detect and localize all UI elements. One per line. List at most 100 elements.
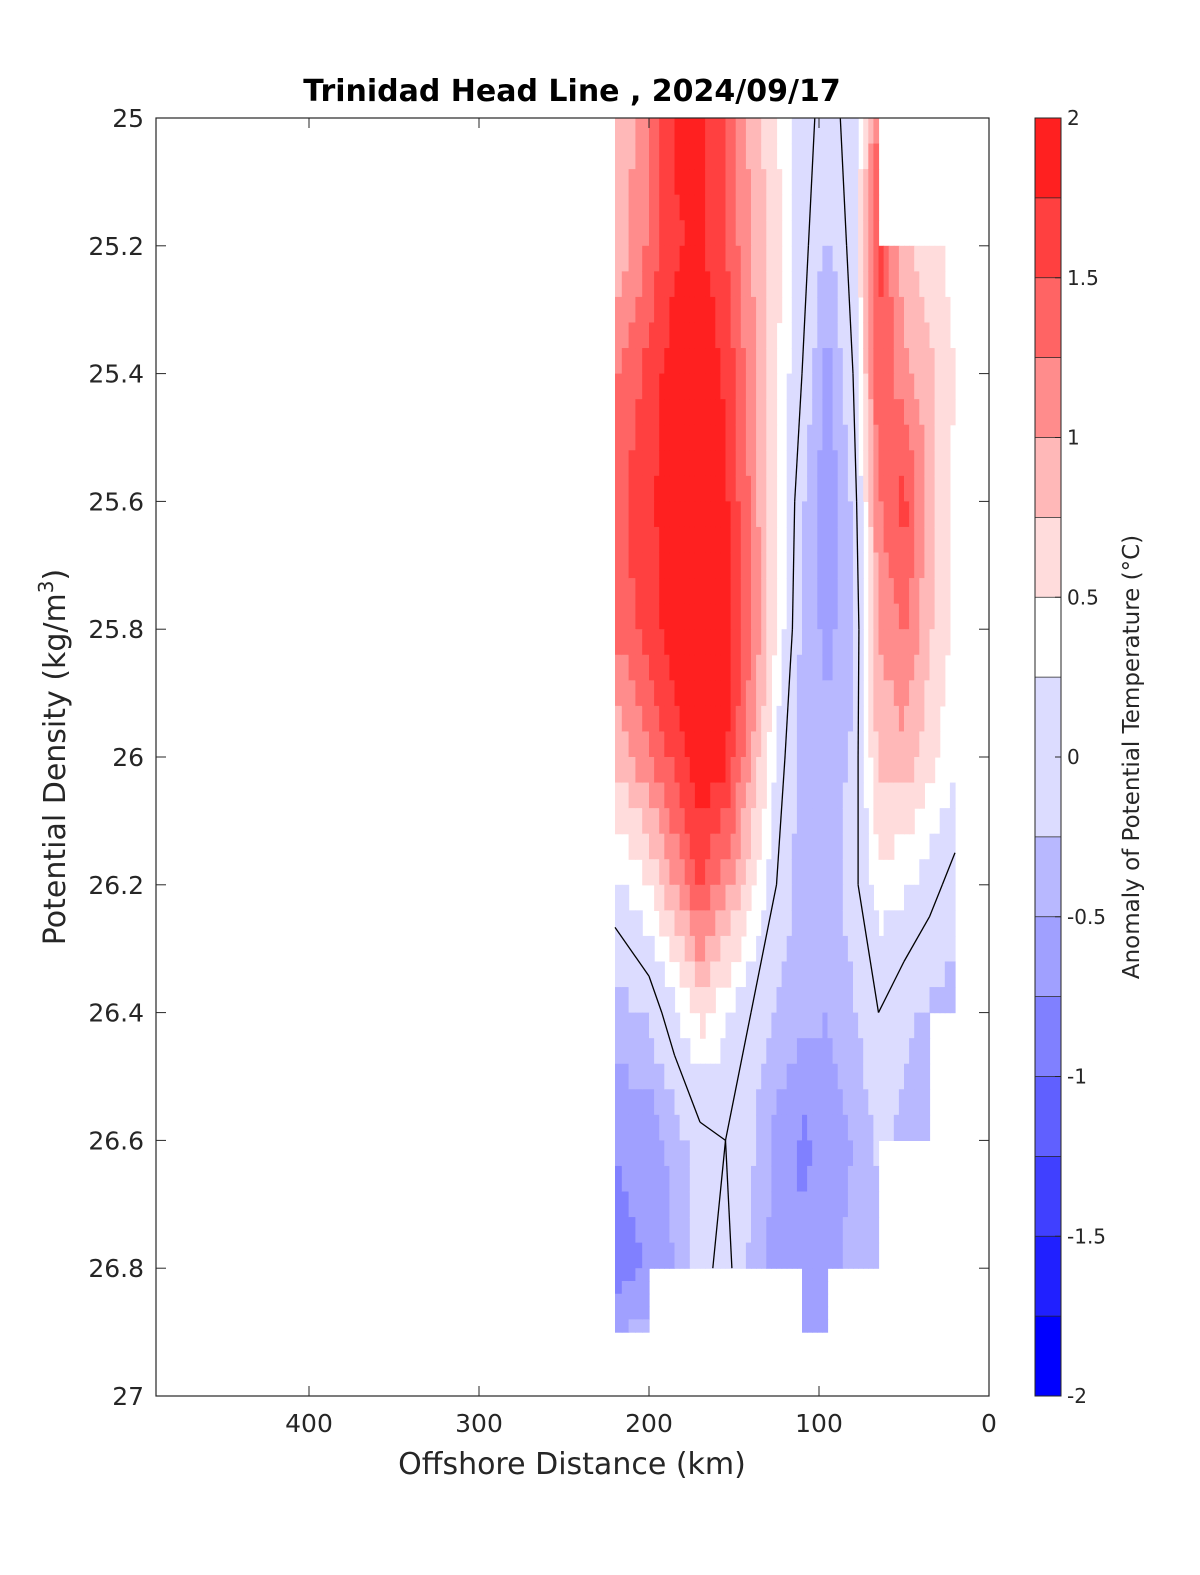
contour-cell (700, 910, 706, 937)
contour-cell (929, 348, 936, 375)
contour-cell (679, 1140, 686, 1167)
contour-cell (679, 731, 686, 758)
contour-cell (909, 1038, 915, 1065)
contour-cell (710, 220, 716, 247)
contour-cell (615, 935, 623, 963)
contour-cell (944, 935, 951, 963)
contour-cell (700, 271, 706, 298)
contour-cell (715, 296, 721, 324)
contour-cell (771, 578, 778, 605)
contour-cell (827, 603, 834, 630)
contour-cell (909, 322, 915, 349)
contour-cell (944, 629, 951, 656)
contour-cell (654, 654, 660, 681)
contour-cell (822, 1306, 829, 1320)
contour-cell (730, 552, 737, 579)
contour-cell (822, 833, 829, 860)
contour-cell (812, 578, 818, 605)
contour-cell (822, 654, 829, 681)
contour-cell (761, 1012, 767, 1039)
contour-cell (924, 961, 931, 988)
contour-cell (694, 910, 701, 937)
contour-cell (730, 143, 737, 170)
contour-cell (740, 424, 747, 451)
contour-cell (904, 1114, 910, 1141)
contour-cell (635, 348, 643, 375)
contour-cell (740, 603, 747, 630)
contour-cell (812, 987, 818, 1014)
contour-cell (740, 169, 747, 196)
contour-cell (628, 705, 636, 733)
contour-cell (751, 705, 757, 733)
contour-cell (669, 1114, 676, 1141)
contour-cell (761, 578, 767, 605)
contour-cell (771, 1191, 778, 1218)
contour-cell (883, 552, 890, 579)
contour-cell (873, 910, 880, 937)
contour-cell (883, 910, 890, 937)
contour-cell (873, 296, 880, 324)
contour-cell (664, 859, 670, 886)
contour-cell (730, 629, 737, 656)
contour-cell (751, 118, 757, 145)
contour-cell (725, 782, 732, 809)
contour-cell (868, 424, 874, 451)
contour-cell (740, 1242, 747, 1269)
contour-cell (842, 475, 849, 502)
contour-cell (730, 322, 737, 349)
contour-cell (730, 603, 737, 630)
contour-cell (628, 552, 636, 579)
contour-cell (654, 833, 660, 860)
contour-cell (735, 910, 742, 937)
contour-cell (858, 501, 864, 528)
contour-cell (654, 680, 660, 707)
contour-cell (751, 1089, 757, 1116)
contour-cell (615, 1089, 623, 1116)
contour-cell (909, 731, 915, 758)
contour-cell (720, 833, 727, 860)
contour-cell (919, 987, 925, 1014)
contour-cell (674, 322, 681, 349)
contour-cell (664, 1217, 670, 1244)
contour-cell (929, 526, 936, 554)
contour-cell (664, 1089, 670, 1116)
contour-cell (888, 757, 895, 784)
contour-cell (621, 910, 630, 937)
contour-cell (807, 271, 813, 298)
zero-contour-segment (673, 1054, 701, 1123)
contour-cell (812, 731, 818, 758)
contour-cell (837, 1140, 844, 1167)
contour-cell (842, 808, 849, 835)
contour-cell (847, 424, 854, 451)
contour-cell (766, 143, 772, 170)
contour-cell (674, 1038, 681, 1065)
contour-cell (735, 220, 742, 247)
contour-cell (684, 1063, 691, 1090)
contour-cell (853, 1114, 859, 1141)
contour-cell (873, 1038, 880, 1065)
contour-cell (715, 757, 721, 784)
contour-cell (771, 552, 778, 579)
contour-cell (944, 450, 951, 477)
contour-cell (853, 935, 859, 963)
contour-cell (725, 833, 732, 860)
contour-cell (929, 322, 936, 349)
contour-cell (842, 910, 849, 937)
contour-cell (939, 578, 946, 605)
contour-cell (909, 373, 915, 400)
contour-cell (621, 603, 630, 630)
contour-cell (642, 194, 650, 221)
contour-cell (863, 271, 869, 298)
contour-cell (807, 1063, 813, 1090)
contour-cell (689, 424, 696, 451)
contour-cell (858, 1217, 864, 1244)
contour-cell (847, 245, 854, 272)
contour-cell (827, 169, 834, 196)
contour-cell (642, 118, 650, 145)
contour-cell (791, 348, 798, 375)
contour-cell (621, 475, 630, 502)
contour-cell (654, 424, 660, 451)
contour-cell (694, 169, 701, 196)
contour-cell (919, 731, 925, 758)
contour-cell (807, 322, 813, 349)
